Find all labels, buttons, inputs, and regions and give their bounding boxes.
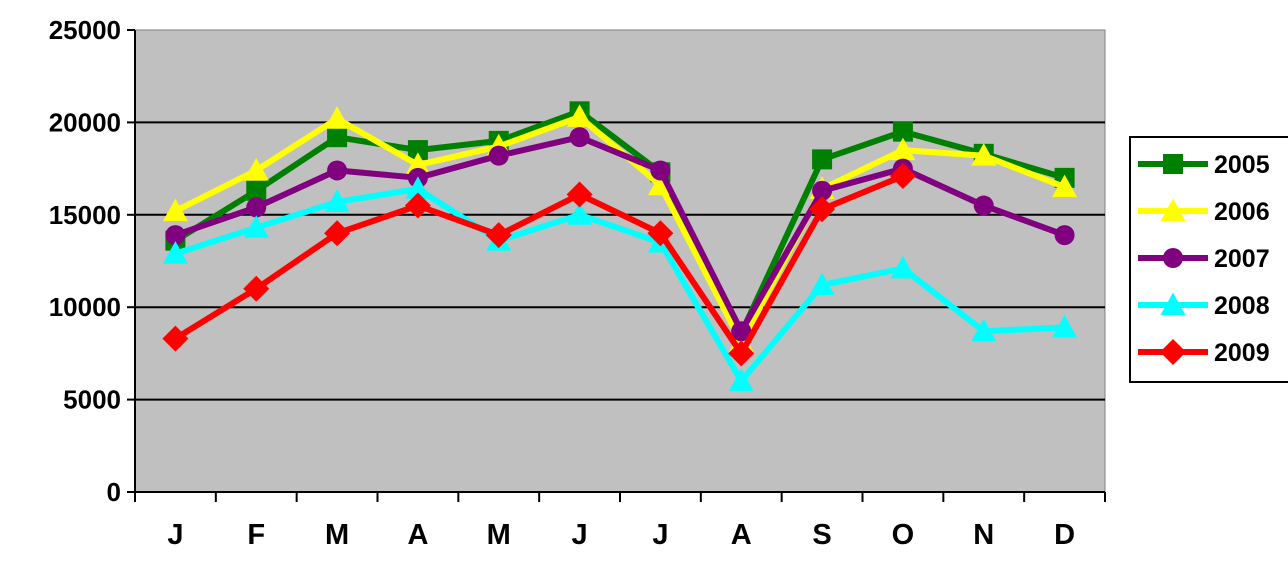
data-point bbox=[162, 241, 188, 264]
data-point bbox=[243, 157, 269, 181]
data-point bbox=[1052, 315, 1078, 338]
data-point bbox=[569, 127, 590, 148]
data-point bbox=[324, 189, 350, 212]
data-point bbox=[892, 121, 913, 142]
x-tick-label: A bbox=[407, 519, 428, 551]
data-point bbox=[324, 220, 351, 247]
y-tick-label: 25000 bbox=[49, 15, 121, 45]
y-tick-label: 0 bbox=[107, 477, 121, 507]
y-tick-label: 15000 bbox=[49, 200, 121, 230]
data-point bbox=[327, 127, 348, 148]
x-tick-label: D bbox=[1054, 519, 1075, 551]
x-tick-label: J bbox=[167, 519, 183, 551]
legend-label: 2007 bbox=[1214, 245, 1270, 273]
x-tick-label: M bbox=[325, 519, 349, 551]
data-point bbox=[567, 104, 593, 127]
data-point bbox=[728, 340, 755, 367]
data-point bbox=[889, 162, 916, 189]
data-point bbox=[407, 140, 428, 161]
data-point bbox=[812, 180, 833, 201]
data-point bbox=[488, 145, 509, 166]
plot-area bbox=[134, 29, 1106, 493]
data-point bbox=[812, 149, 833, 170]
x-tick-label: F bbox=[247, 519, 265, 551]
data-point bbox=[243, 275, 270, 302]
data-point bbox=[1160, 292, 1186, 315]
y-tick-label: 5000 bbox=[63, 385, 121, 415]
series-line bbox=[173, 108, 1066, 337]
x-tick-label: J bbox=[652, 519, 668, 551]
x-tick-label: A bbox=[731, 519, 752, 551]
series-2009 bbox=[162, 162, 916, 367]
data-point bbox=[809, 196, 836, 223]
data-point bbox=[165, 225, 186, 246]
legend-label: 2008 bbox=[1214, 292, 1270, 320]
legend-label: 2006 bbox=[1214, 198, 1270, 226]
data-point bbox=[1163, 248, 1183, 268]
data-point bbox=[1052, 174, 1078, 198]
x-tick-label: J bbox=[572, 519, 588, 551]
data-point bbox=[1163, 154, 1183, 174]
data-point bbox=[327, 160, 348, 181]
data-point bbox=[246, 180, 267, 201]
legend-item: 2009 bbox=[1138, 339, 1270, 367]
data-point bbox=[405, 176, 431, 199]
data-point bbox=[566, 181, 593, 208]
data-point bbox=[567, 202, 593, 225]
data-point bbox=[728, 368, 754, 392]
data-point bbox=[647, 220, 674, 247]
data-point bbox=[890, 255, 916, 279]
series-line bbox=[173, 173, 905, 357]
data-point bbox=[246, 197, 267, 218]
data-point bbox=[324, 106, 350, 129]
data-point bbox=[971, 318, 997, 342]
legend-item: 2008 bbox=[1138, 292, 1270, 320]
x-tick-label: S bbox=[812, 519, 831, 551]
data-point bbox=[1160, 198, 1186, 221]
series-2008 bbox=[162, 176, 1078, 392]
y-tick-label: 20000 bbox=[49, 107, 121, 137]
data-point bbox=[973, 195, 994, 216]
data-point bbox=[404, 192, 431, 219]
data-point bbox=[162, 325, 189, 352]
x-tick-label: N bbox=[973, 519, 994, 551]
data-point bbox=[731, 321, 752, 342]
data-point bbox=[971, 143, 997, 166]
data-point bbox=[485, 222, 512, 249]
legend-item: 2005 bbox=[1138, 151, 1270, 179]
data-point bbox=[243, 215, 269, 238]
data-point bbox=[405, 152, 431, 175]
series-2007 bbox=[165, 127, 1075, 342]
series-line bbox=[174, 134, 1066, 335]
x-tick-label: M bbox=[487, 519, 511, 551]
data-point bbox=[1160, 339, 1186, 365]
series-line bbox=[174, 185, 1065, 385]
data-point bbox=[1054, 225, 1075, 246]
data-point bbox=[647, 172, 673, 196]
legend-label: 2005 bbox=[1214, 151, 1270, 179]
data-point bbox=[809, 272, 835, 296]
data-point bbox=[650, 160, 671, 181]
data-point bbox=[890, 137, 916, 161]
data-point bbox=[162, 198, 188, 222]
y-tick-label: 10000 bbox=[49, 292, 121, 322]
x-tick-label: O bbox=[892, 519, 915, 551]
legend-item: 2007 bbox=[1138, 245, 1270, 273]
legend-item: 2006 bbox=[1138, 198, 1270, 226]
legend-label: 2009 bbox=[1214, 339, 1270, 367]
